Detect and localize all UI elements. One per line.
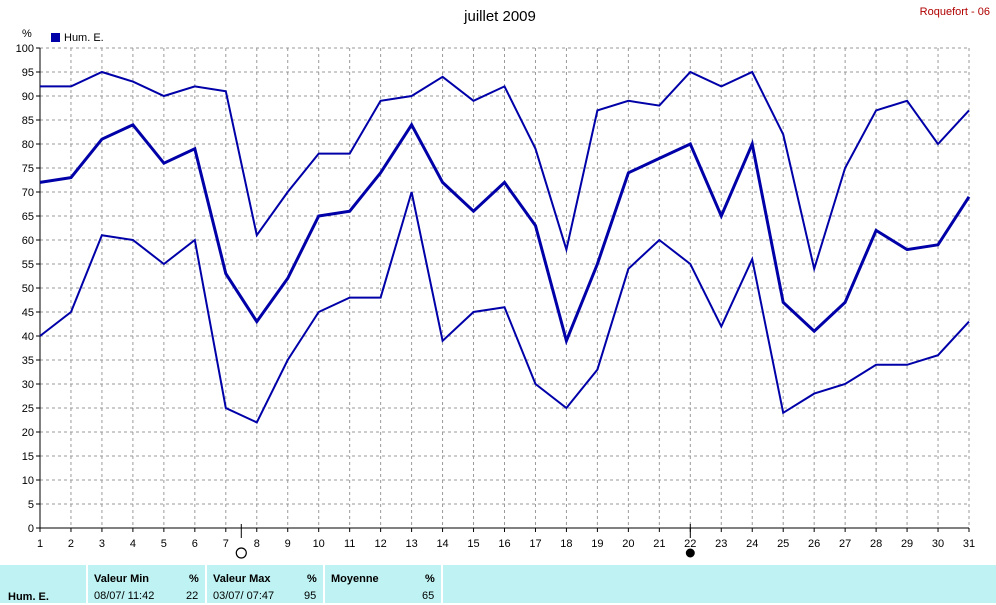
summary-bar: Hum. E. Valeur Min % 08/07/ 11:42 22 Val… (0, 563, 996, 605)
x-tick-label: 8 (254, 538, 260, 550)
x-tick-label: 1 (37, 538, 43, 550)
max-header: Valeur Max (213, 573, 271, 585)
y-tick-label: 40 (22, 331, 34, 343)
x-tick-label: 11 (344, 538, 355, 550)
y-axis-unit: % (22, 28, 32, 40)
y-tick-label: 30 (22, 379, 34, 391)
avg-unit: % (425, 573, 435, 585)
max-value: 95 (304, 590, 317, 602)
x-tick-label: 26 (808, 538, 820, 550)
row-label: Hum. E. (8, 591, 49, 603)
date-markers (235, 524, 695, 559)
row-label-cell: Hum. E. (0, 565, 86, 603)
max-cell: Valeur Max % 03/07/ 07:47 95 (207, 565, 323, 603)
chart-title: juillet 2009 (463, 8, 536, 25)
max-unit: % (307, 573, 317, 585)
min-value: 22 (186, 590, 199, 602)
empty-cell (443, 565, 996, 603)
x-tick-label: 27 (839, 538, 851, 550)
x-tick-label: 13 (405, 538, 417, 550)
y-tick-label: 15 (22, 451, 34, 463)
x-tick-label: 12 (375, 538, 387, 550)
series-line-moy (39, 121, 971, 346)
series-line-max (40, 70, 970, 273)
x-tick-label: 6 (192, 538, 198, 550)
grid (40, 47, 970, 528)
x-tick-label: 15 (467, 538, 479, 550)
y-tick-label: 50 (22, 283, 34, 295)
legend-swatch (51, 33, 60, 42)
y-tick-labels: 0 5 10 15 20 25 30 35 40 45 50 55 60 65 70 75 80 85 90 95 10… (16, 43, 34, 535)
axes (36, 47, 970, 532)
x-tick-label: 9 (285, 538, 291, 550)
x-tick-label: 2 (68, 538, 74, 550)
y-tick-label: 100 (16, 43, 34, 55)
x-tick-label: 28 (870, 538, 882, 550)
x-tick-label: 16 (498, 538, 510, 550)
x-tick-label: 22 (684, 538, 696, 550)
x-tick-label: 29 (901, 538, 913, 550)
x-tick-label: 4 (130, 538, 136, 550)
y-tick-label: 35 (22, 355, 34, 367)
y-tick-label: 0 (28, 523, 34, 535)
x-tick-label: 23 (715, 538, 727, 550)
filled-circle-icon (685, 548, 695, 558)
x-tick-label: 21 (653, 538, 665, 550)
y-tick-label: 10 (22, 475, 34, 487)
y-tick-label: 45 (22, 307, 34, 319)
y-tick-label: 65 (22, 211, 34, 223)
legend-label: Hum. E. (64, 32, 104, 44)
x-tick-label: 17 (529, 538, 541, 550)
humidity-chart: juillet 2009 Roquefort - 06 % Hum. E. 0 5… (16, 6, 990, 559)
x-tick-label: 24 (746, 538, 758, 550)
y-tick-label: 70 (22, 187, 34, 199)
x-tick-label: 5 (161, 538, 167, 550)
y-tick-label: 90 (22, 91, 34, 103)
min-date: 08/07/ 11:42 (94, 590, 155, 602)
x-tick-label: 19 (591, 538, 603, 550)
min-cell: Valeur Min % 08/07/ 11:42 22 (88, 565, 205, 603)
avg-value: 65 (422, 590, 435, 602)
y-tick-label: 75 (22, 163, 34, 175)
y-tick-label: 95 (22, 67, 34, 79)
y-tick-label: 5 (28, 499, 34, 511)
y-tick-label: 55 (22, 259, 34, 271)
x-tick-label: 10 (313, 538, 325, 550)
x-tick-label: 14 (436, 538, 448, 550)
y-tick-label: 80 (22, 139, 34, 151)
y-tick-label: 60 (22, 235, 34, 247)
x-tick-label: 30 (932, 538, 944, 550)
max-date: 03/07/ 07:47 (213, 590, 275, 602)
series-line-min (39, 191, 970, 424)
avg-cell: Moyenne % 65 (325, 565, 441, 603)
min-header: Valeur Min (94, 573, 150, 585)
x-tick-labels: 1 2 3 4 5 6 7 8 9 10 11 12 13 14 15 16 17 18 19 20 21 22 23 24 2… (37, 538, 975, 550)
station-name: Roquefort - 06 (920, 6, 990, 18)
avg-header: Moyenne (331, 573, 379, 585)
series-lines (39, 70, 971, 424)
y-tick-label: 20 (22, 427, 34, 439)
empty-circle-icon (235, 547, 247, 559)
y-tick-label: 85 (22, 115, 34, 127)
x-tick-label: 25 (777, 538, 789, 550)
x-tick-label: 31 (963, 538, 975, 550)
x-tick-label: 18 (560, 538, 572, 550)
x-tick-label: 7 (223, 538, 229, 550)
y-tick-label: 25 (22, 403, 34, 415)
min-unit: % (189, 573, 199, 585)
x-tick-label: 3 (99, 538, 105, 550)
x-tick-label: 20 (622, 538, 634, 550)
